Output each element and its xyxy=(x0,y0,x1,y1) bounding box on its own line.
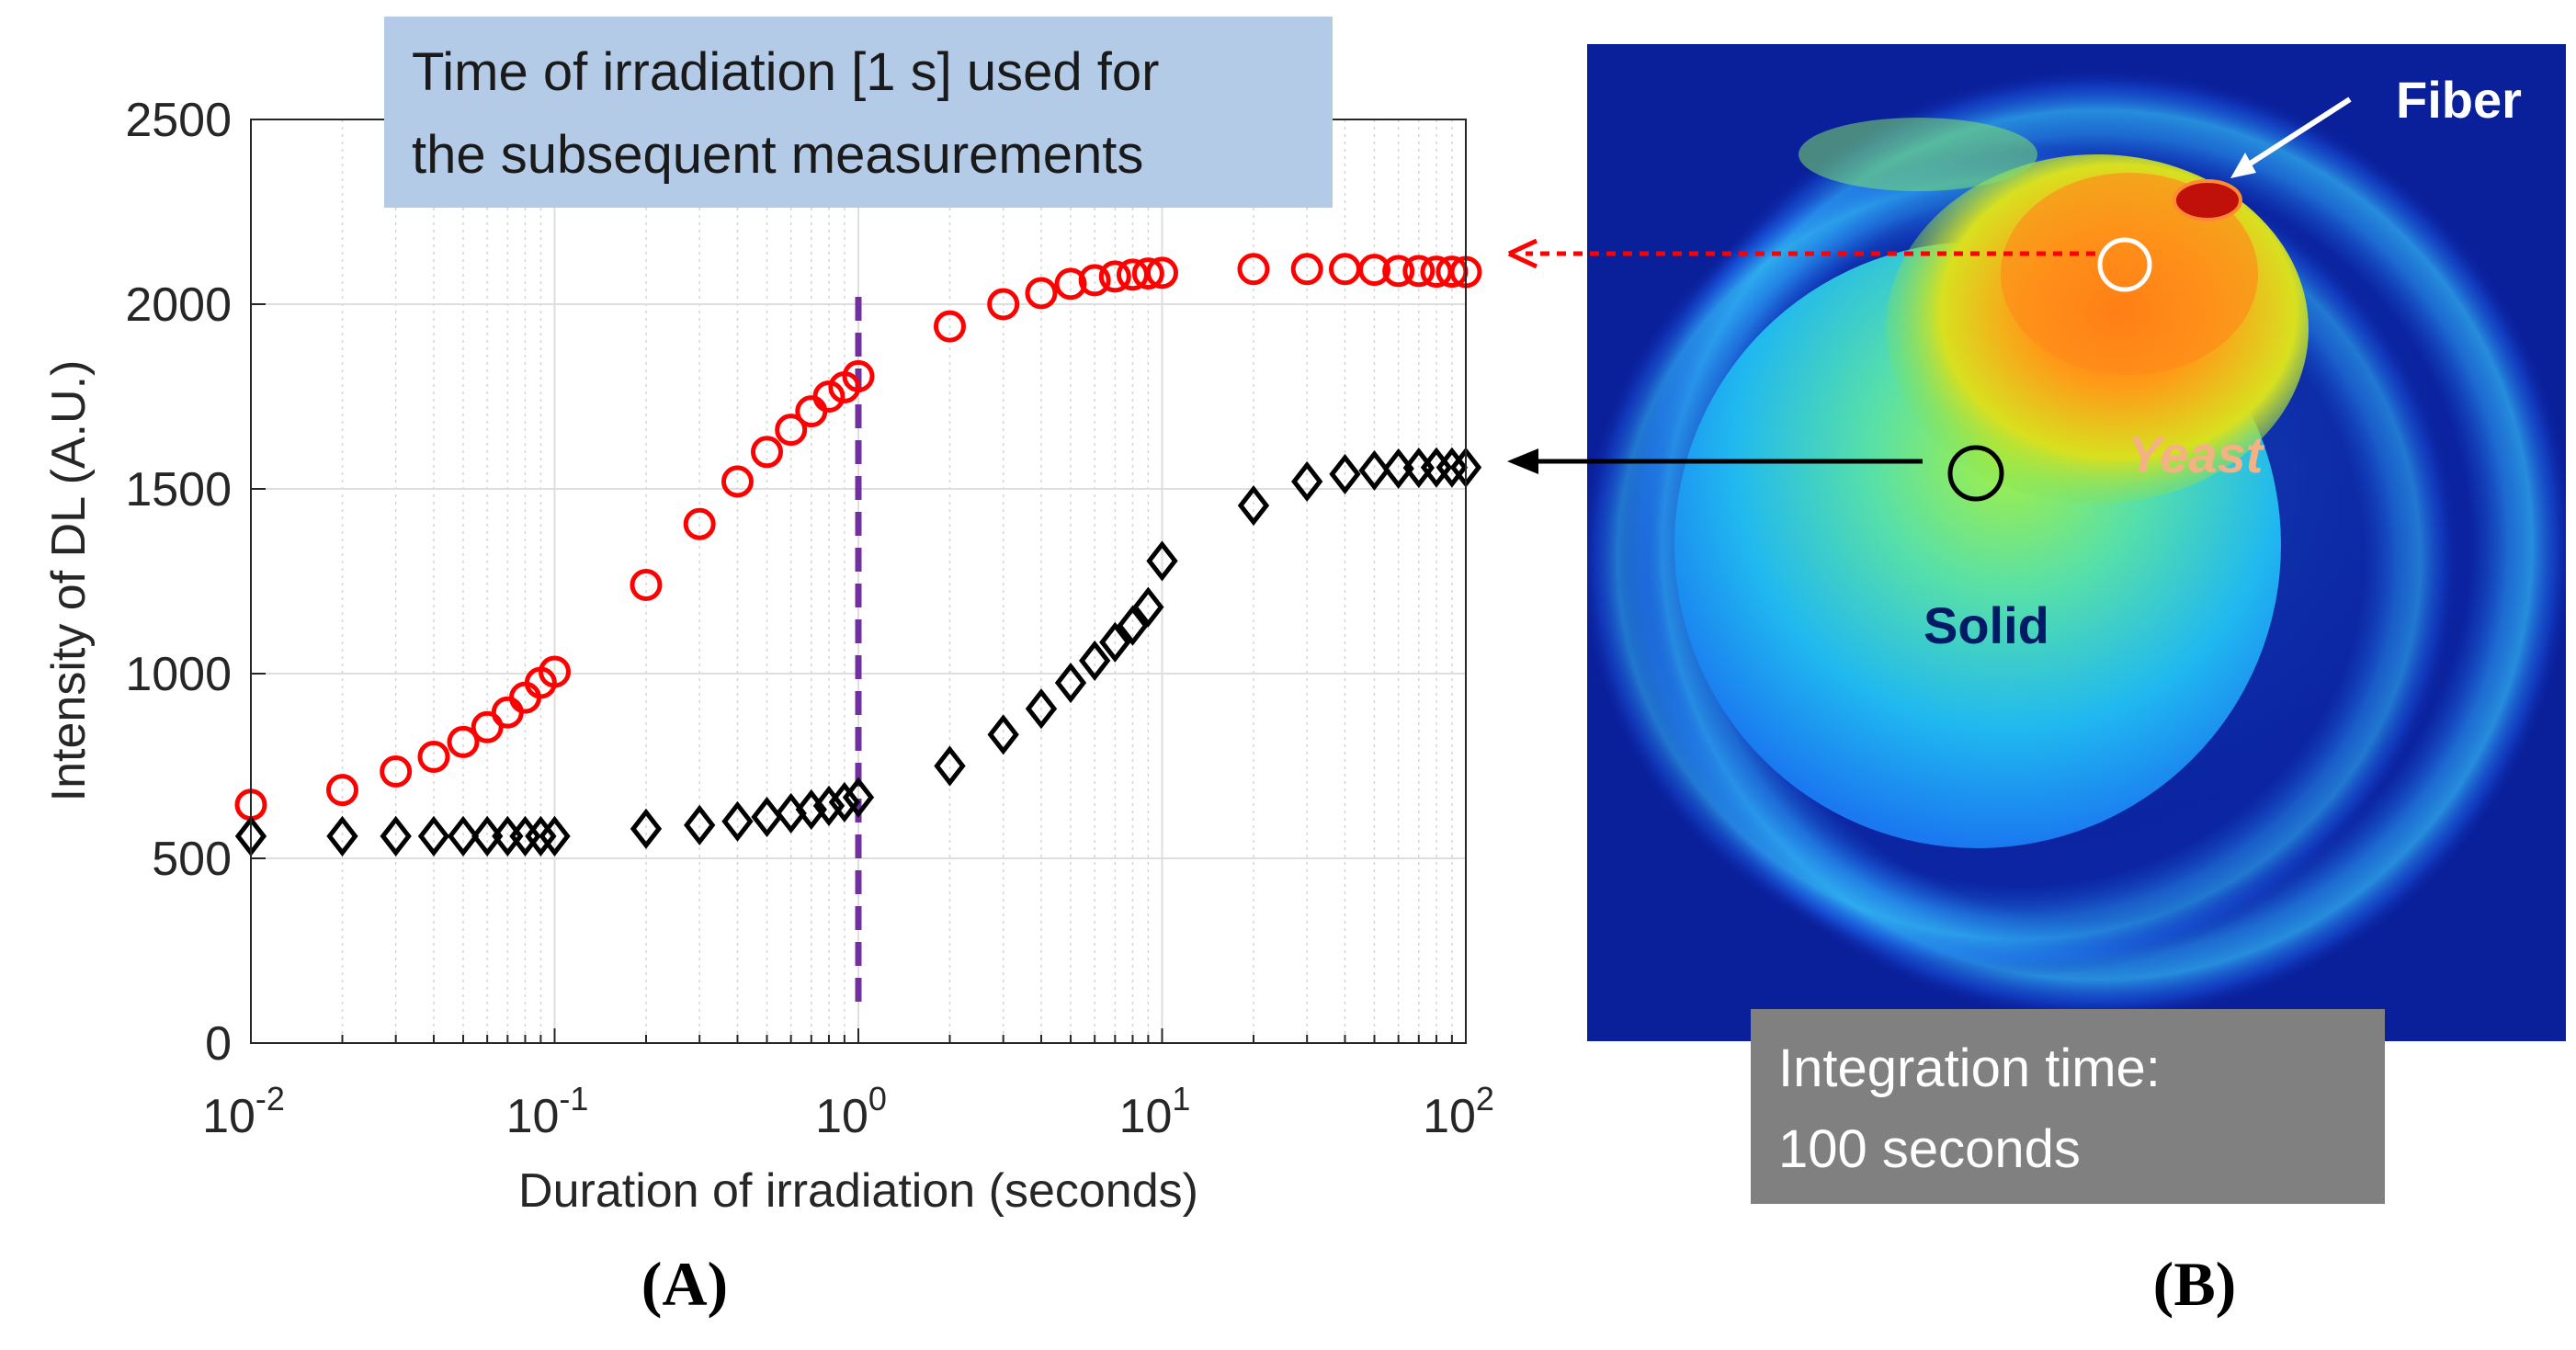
y-tick-label: 2500 xyxy=(125,94,232,147)
integration-line-2: 100 seconds xyxy=(1778,1119,2081,1179)
solid-point xyxy=(812,785,845,826)
fiber-label: Fiber xyxy=(2396,71,2522,129)
y-tick-label: 0 xyxy=(205,1017,232,1071)
solid-point xyxy=(417,815,450,857)
solid-point xyxy=(1117,605,1149,646)
yeast-point xyxy=(775,414,808,447)
yeast-point xyxy=(1078,264,1111,297)
yeast-point xyxy=(1131,257,1164,290)
x-tick-label: 10-2 xyxy=(202,1080,285,1143)
yeast-arc xyxy=(1799,118,2037,191)
panel-label-b: (B) xyxy=(2153,1249,2237,1319)
yeast-point xyxy=(630,569,663,602)
callout-line-1: Time of irradiation [1 s] used for xyxy=(412,42,1159,102)
panel-label-a: (A) xyxy=(641,1249,728,1319)
x-tick-label: 10-1 xyxy=(506,1080,589,1143)
solid-point xyxy=(721,800,754,842)
solid-label: Solid xyxy=(1923,596,2049,654)
solid-point xyxy=(1025,688,1058,730)
x-axis-label: Duration of irradiation (seconds) xyxy=(518,1164,1198,1218)
y-tick-label: 2000 xyxy=(125,278,232,332)
yeast-point xyxy=(539,655,571,688)
yeast-point xyxy=(751,436,784,469)
solid-point xyxy=(1329,453,1361,494)
yeast-point xyxy=(1025,277,1058,310)
yeast-point xyxy=(1402,255,1436,288)
solid-point xyxy=(1237,485,1270,527)
black-arrow-head xyxy=(1507,448,1538,474)
fiber-arrow-head xyxy=(2230,153,2256,178)
yeast-label: Yeast xyxy=(2128,425,2265,483)
solid-point xyxy=(1291,460,1323,503)
solid-point xyxy=(447,815,480,857)
x-tick-label: 100 xyxy=(815,1080,887,1143)
yeast-point xyxy=(933,310,966,343)
yeast-point xyxy=(987,288,1020,321)
solid-point xyxy=(1358,449,1390,491)
y-axis-label: Intensity of DL (A.U.) xyxy=(42,360,96,802)
yeast-point xyxy=(842,359,875,392)
yeast-measure-circle xyxy=(2097,237,2152,292)
solid-point xyxy=(380,815,412,857)
solid-point xyxy=(828,781,861,822)
solid-point xyxy=(1146,540,1178,582)
yeast-point xyxy=(417,740,450,773)
marks-layer xyxy=(234,253,1482,857)
solid-point xyxy=(842,777,875,818)
yeast-point xyxy=(721,465,754,498)
yeast-point xyxy=(1358,254,1391,287)
solid-point xyxy=(751,796,783,838)
yeast-point xyxy=(1146,256,1178,289)
solid-measure-circle xyxy=(1947,445,2004,502)
solid-point xyxy=(630,808,663,849)
y-tick-label: 1500 xyxy=(125,463,232,516)
yeast-point xyxy=(1237,253,1270,286)
integration-line-1: Integration time: xyxy=(1778,1038,2161,1098)
solid-point xyxy=(934,745,966,787)
solid-point xyxy=(1079,640,1111,682)
solid-point xyxy=(326,815,358,857)
solid-point xyxy=(987,714,1019,755)
callout-box xyxy=(384,17,1333,208)
solid-point xyxy=(1054,662,1087,704)
solid-point xyxy=(684,804,716,845)
red-arrow-head xyxy=(1507,238,1538,269)
yeast-point xyxy=(1382,255,1415,288)
solid-point xyxy=(1099,621,1131,663)
solid-point xyxy=(1132,586,1164,628)
integration-box xyxy=(1751,1009,2385,1204)
yeast-point xyxy=(683,507,716,540)
image-b: Fiber Yeast Solid xyxy=(1587,44,2566,1041)
yeast-point xyxy=(812,380,845,413)
solid-point xyxy=(471,815,504,857)
solid-point xyxy=(539,815,571,857)
yeast-point xyxy=(1054,267,1087,301)
yeast-point xyxy=(447,725,480,758)
solid-point xyxy=(1436,447,1469,488)
fiber-arrow xyxy=(2240,96,2352,172)
fiber-spot xyxy=(2173,179,2242,221)
x-tick-label: 102 xyxy=(1423,1080,1494,1143)
plot-a: 10-2 10-1 100 101 102 0 500 1000 1500 2000 2500 Du… xyxy=(42,17,1494,1218)
yeast-point xyxy=(1098,260,1131,293)
x-tick-label: 101 xyxy=(1119,1080,1191,1143)
y-tick-label: 500 xyxy=(152,833,232,886)
callout-line-2: the subsequent measurements xyxy=(412,125,1143,185)
yeast-point xyxy=(380,755,413,788)
yeast-point xyxy=(325,774,358,807)
yeast-point xyxy=(471,710,504,743)
ticks-layer: 10-2 10-1 100 101 102 0 500 1000 1500 2000 2500 xyxy=(125,94,1494,1143)
solid-point xyxy=(525,815,557,857)
yeast-point xyxy=(1290,253,1323,286)
yeast-core xyxy=(2001,173,2258,375)
y-tick-label: 1000 xyxy=(125,648,232,701)
